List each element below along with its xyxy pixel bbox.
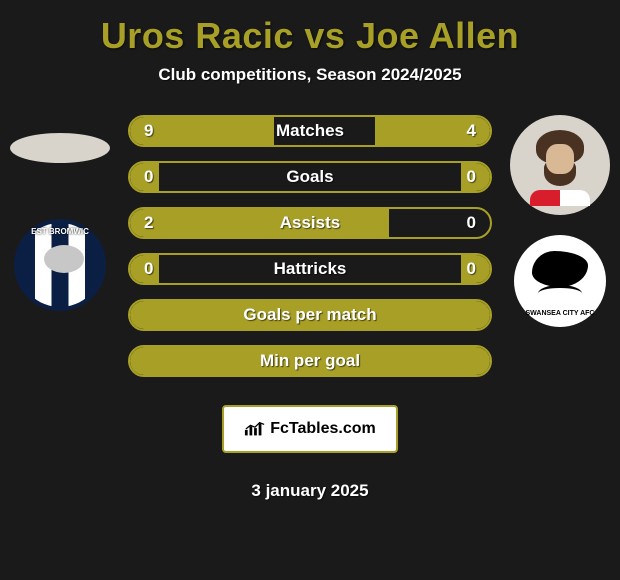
stat-label: Matches — [130, 121, 490, 141]
subtitle: Club competitions, Season 2024/2025 — [0, 65, 620, 85]
stat-right-value: 4 — [467, 121, 476, 141]
club-right-logo: SWANSEA CITY AFC — [514, 235, 606, 327]
date-line: 3 january 2025 — [128, 481, 492, 501]
right-column: SWANSEA CITY AFC — [500, 115, 620, 327]
attribution-text: FcTables.com — [270, 420, 376, 438]
stat-label: Goals per match — [130, 305, 490, 325]
stat-bar-mpg: Min per goal — [128, 345, 492, 377]
stat-right-value: 0 — [467, 167, 476, 187]
body-row: EST BROMWIC 9 Matches 4 0 Goals 0 2 — [0, 115, 620, 501]
page-title: Uros Racic vs Joe Allen — [0, 15, 620, 57]
stat-bar-assists: 2 Assists 0 — [128, 207, 492, 239]
stat-right-value: 0 — [467, 259, 476, 279]
stat-label: Hattricks — [130, 259, 490, 279]
stat-label: Goals — [130, 167, 490, 187]
left-column: EST BROMWIC — [0, 115, 120, 311]
club-left-label: EST BROMWIC — [18, 227, 102, 236]
stat-bar-gpm: Goals per match — [128, 299, 492, 331]
attribution-badge[interactable]: FcTables.com — [222, 405, 398, 453]
stat-label: Assists — [130, 213, 490, 233]
stats-bars: 9 Matches 4 0 Goals 0 2 Assists 0 0 — [120, 115, 500, 501]
player-right-avatar — [510, 115, 610, 215]
club-left-logo: EST BROMWIC — [14, 219, 106, 311]
stat-right-value: 0 — [467, 213, 476, 233]
stat-label: Min per goal — [130, 351, 490, 371]
stat-bar-matches: 9 Matches 4 — [128, 115, 492, 147]
club-right-label: SWANSEA CITY AFC — [514, 310, 606, 317]
comparison-card: Uros Racic vs Joe Allen Club competition… — [0, 0, 620, 501]
chart-icon — [244, 421, 266, 437]
player-right-face — [530, 130, 590, 200]
player-left-avatar — [10, 133, 110, 163]
stat-bar-goals: 0 Goals 0 — [128, 161, 492, 193]
stat-bar-hattricks: 0 Hattricks 0 — [128, 253, 492, 285]
